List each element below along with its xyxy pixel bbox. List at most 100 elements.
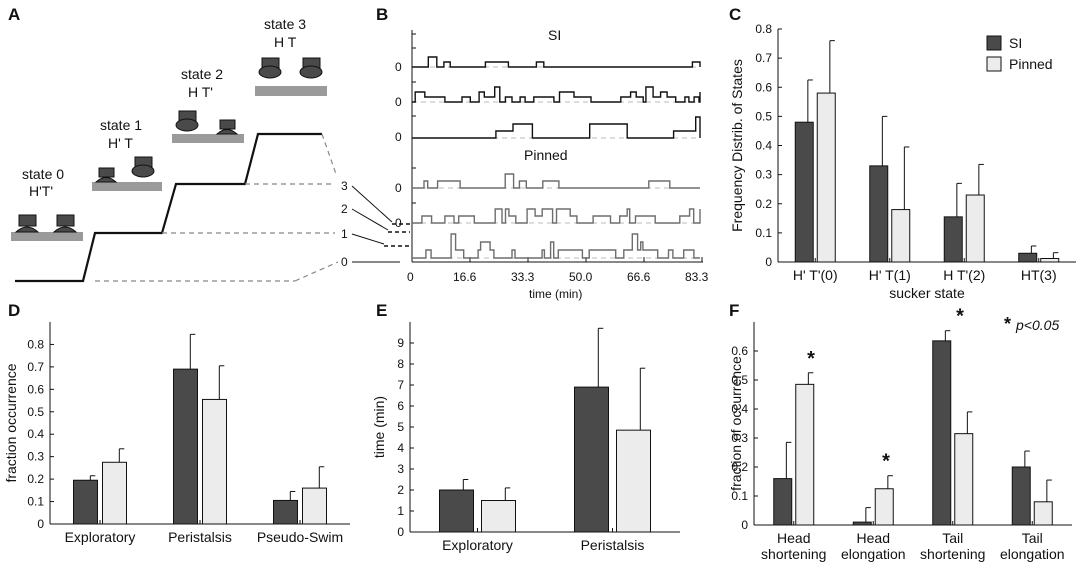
- y-tick-label: 7: [397, 378, 404, 392]
- si-bar: [869, 165, 889, 263]
- state-trace: [412, 233, 700, 259]
- significance-star: *: [882, 451, 890, 473]
- category-label: H' T(1): [869, 267, 911, 283]
- y-axis-label: fraction occurrence: [3, 363, 19, 482]
- si-bar: [773, 478, 793, 526]
- state-0-figure: state 0 H'T': [11, 166, 83, 241]
- pinned-bar: [816, 92, 836, 263]
- x-tick-label: 83.3: [685, 270, 709, 284]
- state-trace: [412, 173, 700, 189]
- state-1-figure: state 1 H' T: [92, 117, 162, 191]
- category-label: shortening: [761, 546, 826, 562]
- si-bar: [932, 340, 952, 526]
- y-tick-label: 0: [37, 517, 44, 531]
- x-tick-label: 66.6: [627, 270, 651, 284]
- panel-e-bar-chart: E 0 1 2 3 4 5 6 7 8 9 time (min) Exploratory Perista…: [371, 301, 680, 553]
- y-tick-label: 0.7: [27, 360, 44, 374]
- y-tick-label: 0.6: [27, 382, 44, 396]
- x-tick-label: 33.3: [511, 270, 535, 284]
- pinned-bar: [795, 383, 815, 526]
- y-tick-label: 0.4: [27, 427, 44, 441]
- y-tick-label: 0.6: [731, 344, 748, 358]
- level-to-trace-lines: [351, 185, 400, 263]
- category-label: H' T'(0): [793, 267, 838, 283]
- trace-zero-label: 0: [395, 181, 402, 195]
- state-2-substrate: [172, 134, 244, 143]
- si-bar: [574, 386, 609, 533]
- y-tick-label: 0.7: [755, 51, 772, 65]
- category-label: elongation: [1000, 546, 1065, 562]
- level-label-3: 3: [341, 179, 348, 193]
- y-tick-label: 0.2: [755, 197, 772, 211]
- panel-b-letter: B: [376, 5, 388, 24]
- y-tick-label: 0: [397, 525, 404, 539]
- y-tick-label: 0.5: [755, 109, 772, 123]
- significance-star: *: [807, 348, 815, 370]
- y-tick-label: 0.4: [755, 139, 772, 153]
- category-label: Head: [777, 530, 810, 546]
- state-3-substrate: [255, 86, 327, 96]
- si-group-label: SI: [548, 27, 561, 43]
- state-1-tail-lifted: [131, 164, 155, 178]
- category-label: Head: [857, 530, 890, 546]
- state-trace: [412, 208, 701, 224]
- state-0-title: state 0: [22, 166, 64, 182]
- pinned-bar: [1040, 258, 1060, 263]
- category-label: Exploratory: [442, 537, 513, 553]
- pinned-bar: [954, 433, 974, 526]
- state-2-figure: state 2 H T': [172, 66, 244, 143]
- si-bar: [943, 216, 963, 263]
- y-axis-label: time (min): [371, 396, 387, 458]
- state-trace: [412, 56, 701, 68]
- y-tick-label: 0.6: [755, 80, 772, 94]
- y-tick-label: 5: [397, 420, 404, 434]
- y-tick-label: 0.3: [731, 431, 748, 445]
- state-2-tail-base: [215, 129, 239, 135]
- panel-a-letter: A: [8, 5, 20, 24]
- panel-c-bar-chart: C 0 0.1 0.2 0.3 0.4 0.5 0.6 0.7 0.8 Frequency Dis…: [729, 5, 1076, 301]
- state-1-substrate: [92, 182, 162, 191]
- si-bar: [273, 499, 298, 525]
- panel-b-time-series: B SI Pinned 0 0 0 0 0 0 16.6 33.3 50.0 6…: [376, 5, 709, 301]
- state-0-tail-sucker: [56, 214, 75, 227]
- si-bar: [1018, 252, 1038, 263]
- panel-e-letter: E: [376, 301, 387, 320]
- y-tick-label: 0.5: [731, 373, 748, 387]
- y-tick-label: 9: [397, 336, 404, 350]
- state-trace: [412, 116, 701, 139]
- state-1-title: state 1: [100, 117, 142, 133]
- panel-b-traces: [412, 56, 701, 259]
- si-bar: [439, 489, 474, 533]
- pinned-bar: [302, 487, 327, 525]
- y-tick-label: 3: [397, 462, 404, 476]
- pinned-bar: [102, 461, 127, 525]
- y-tick-label: 0.1: [755, 226, 772, 240]
- y-tick-label: 0.2: [27, 472, 44, 486]
- state-0-head-base: [14, 226, 40, 233]
- state-3-tail-lifted: [299, 65, 323, 79]
- level-label-0: 0: [341, 255, 348, 269]
- pinned-bar: [891, 209, 911, 263]
- trace-zero-label: 0: [395, 216, 402, 230]
- y-tick-label: 0: [741, 518, 748, 532]
- state-1-code: H' T: [108, 135, 133, 151]
- legend-pinned-label: Pinned: [1009, 56, 1053, 72]
- y-tick-label: 0: [765, 255, 772, 269]
- y-tick-label: 0.1: [731, 489, 748, 503]
- state-staircase-line: [15, 132, 322, 283]
- state-2-head-lifted: [175, 118, 199, 132]
- panel-f-letter: F: [729, 301, 739, 320]
- y-axis-label: Frequency Distrib. of States: [729, 59, 745, 232]
- state-0-tail-base: [52, 226, 78, 233]
- state-0-head-sucker: [18, 214, 37, 227]
- si-bar: [794, 121, 814, 263]
- y-tick-label: 6: [397, 399, 404, 413]
- category-label: H T'(2): [943, 267, 985, 283]
- pinned-bar: [616, 429, 651, 533]
- category-label: HT(3): [1021, 267, 1057, 283]
- legend-pinned-swatch: [986, 56, 1002, 72]
- y-tick-label: 0.8: [755, 22, 772, 36]
- y-tick-label: 0.8: [27, 337, 44, 351]
